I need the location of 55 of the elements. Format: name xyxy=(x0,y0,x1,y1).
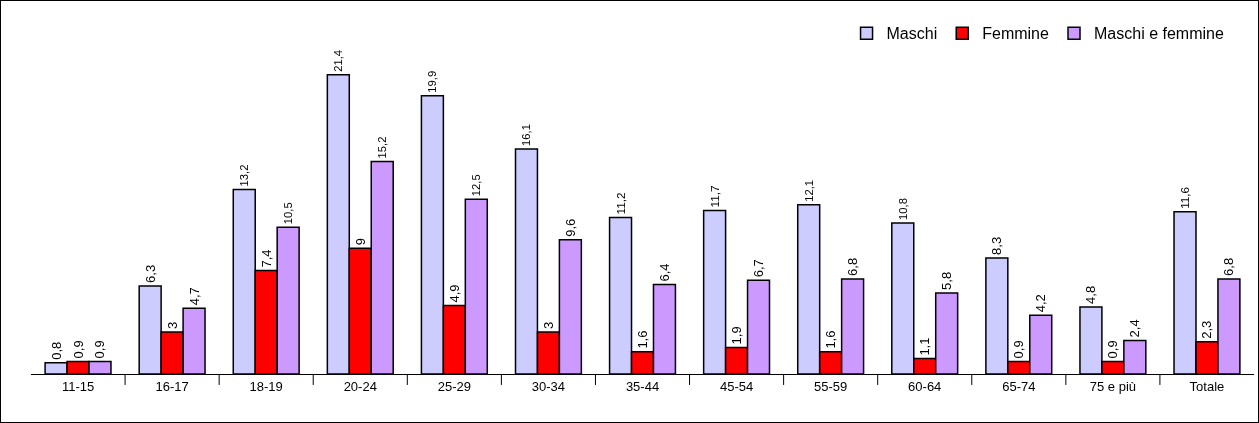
data-label: 1,6 xyxy=(635,330,650,349)
x-tick-label: 30-34 xyxy=(531,378,566,394)
data-label: 21,4 xyxy=(332,49,345,72)
data-label: 6,8 xyxy=(1221,257,1237,276)
data-label: 0,8 xyxy=(48,341,64,360)
data-label: 0,9 xyxy=(1105,340,1121,359)
x-tick-label: 55-59 xyxy=(814,378,848,394)
data-label: 10,8 xyxy=(896,198,909,220)
data-label: 11,6 xyxy=(1178,186,1192,209)
data-label: 6,8 xyxy=(845,257,861,276)
x-tick-label: 60-64 xyxy=(908,378,942,394)
data-label: 10,5 xyxy=(282,202,295,225)
x-tick-label: 65-74 xyxy=(1002,378,1036,394)
data-label: 4,2 xyxy=(1033,294,1049,313)
x-tick-label: 35-44 xyxy=(625,378,660,394)
data-label: 19,9 xyxy=(426,70,439,93)
data-label: 2,4 xyxy=(1127,319,1143,338)
x-tick-label: 25-29 xyxy=(437,378,471,394)
data-label: 8,3 xyxy=(989,236,1005,255)
data-label: 11,7 xyxy=(707,185,721,208)
data-label: 6,4 xyxy=(656,263,672,282)
data-label: 6,3 xyxy=(142,264,158,283)
legend-label: Maschi e femmine xyxy=(1094,25,1224,43)
legend-label: Femmine xyxy=(982,25,1050,43)
x-tick-label: 11-15 xyxy=(61,378,95,394)
x-tick-label: 75 e più xyxy=(1089,378,1137,394)
data-label: 13,2 xyxy=(238,164,251,187)
data-label: 4,7 xyxy=(186,287,202,306)
data-label: 11,2 xyxy=(613,192,627,215)
data-label: 1,9 xyxy=(729,326,745,345)
x-tick-label: 16-17 xyxy=(155,378,189,394)
data-label: 12,5 xyxy=(470,174,483,197)
data-label: 15,2 xyxy=(376,136,389,159)
data-label: 16,1 xyxy=(520,123,533,146)
data-label: 1,6 xyxy=(823,330,839,349)
data-label: 0,9 xyxy=(70,340,86,359)
data-label: 4,9 xyxy=(446,284,462,303)
data-label: 4,8 xyxy=(1083,285,1099,304)
data-label: 5,8 xyxy=(939,271,955,290)
data-label: 6,7 xyxy=(751,259,767,278)
legend-label: Maschi xyxy=(886,25,938,43)
data-label: 0,9 xyxy=(1011,340,1027,359)
x-tick-label: 45-54 xyxy=(719,378,754,394)
data-label: 7,4 xyxy=(258,249,274,268)
data-label: 12,1 xyxy=(802,179,815,202)
x-tick-label: Totale xyxy=(1189,378,1225,394)
data-label: 0,9 xyxy=(92,340,108,359)
data-label: 1,1 xyxy=(917,337,933,356)
data-label: 2,3 xyxy=(1199,320,1215,339)
data-label: 9,6 xyxy=(562,218,578,237)
data-label: 9 xyxy=(352,237,368,246)
x-tick-label: 18-19 xyxy=(249,378,283,394)
data-label: 3 xyxy=(164,321,180,330)
data-label: 3 xyxy=(540,321,556,330)
x-tick-label: 20-24 xyxy=(343,378,377,394)
